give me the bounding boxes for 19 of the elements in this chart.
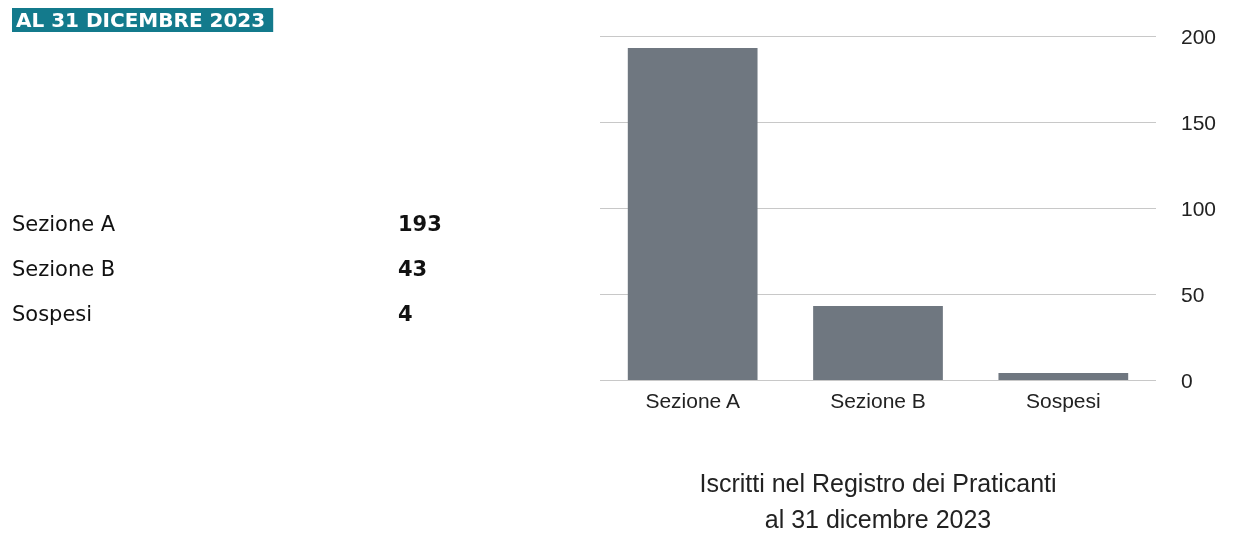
y-tick-label: 0: [1181, 368, 1193, 392]
bar: [627, 48, 758, 380]
text: Sezione B: [12, 256, 116, 281]
bar: [813, 306, 943, 380]
bar: [998, 373, 1129, 380]
text: 4: [398, 301, 413, 326]
text: 193: [398, 211, 442, 236]
x-tick-label: Sezione B: [830, 389, 926, 412]
y-tick-label: 200: [1181, 24, 1217, 48]
text: Sezione A: [12, 211, 116, 236]
x-tick-label: Sospesi: [1025, 389, 1101, 412]
x-tick-label: Sezione A: [645, 389, 740, 412]
text: AL 31 DICEMBRE 2023: [16, 8, 266, 32]
text: Sospesi: [12, 301, 93, 326]
text: 43: [398, 256, 428, 281]
x-axis-title: Iscritti nel Registro dei Praticanti al 31 dicembre 2023: [699, 469, 1057, 533]
y-tick-label: 150: [1181, 110, 1217, 134]
y-tick-label: 100: [1181, 196, 1217, 220]
y-tick-label: 50: [1181, 282, 1205, 306]
